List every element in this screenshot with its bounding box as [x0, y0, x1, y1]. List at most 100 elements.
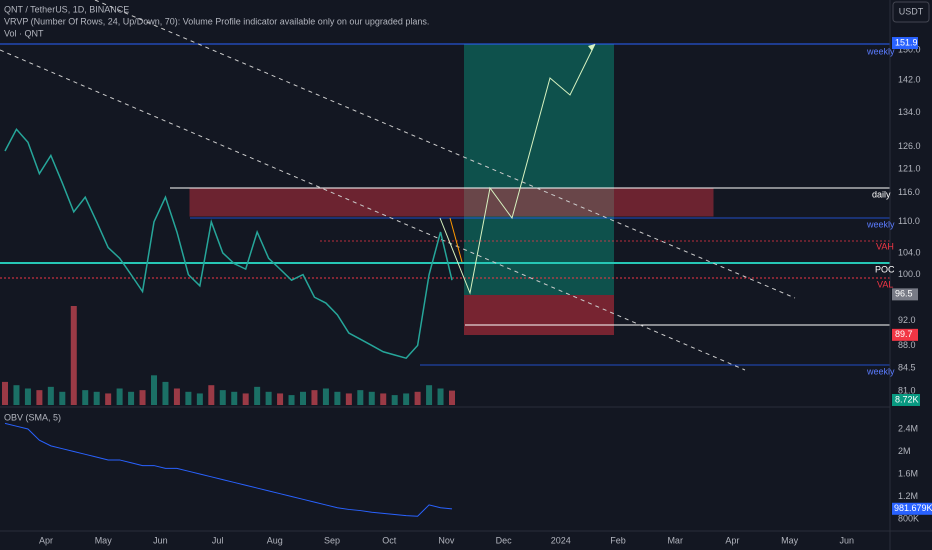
volume-bar — [47, 386, 54, 405]
time-label: Dec — [496, 535, 513, 545]
price-tick-label: 110.0 — [898, 216, 920, 226]
annotation: POC — [875, 264, 895, 274]
drawings — [0, 0, 890, 371]
price-line — [4, 127, 453, 360]
volume-bar — [265, 391, 272, 405]
currency-button[interactable] — [892, 1, 930, 23]
time-label: May — [781, 535, 799, 545]
volume-bar — [151, 375, 157, 405]
target-zone — [464, 44, 614, 295]
volume-bar — [70, 306, 77, 405]
price-tick-label: 121.0 — [898, 163, 921, 173]
time-label: Jun — [840, 535, 855, 545]
volume-bar — [311, 390, 318, 405]
volume-bar — [105, 393, 112, 405]
volume-badge — [892, 394, 920, 406]
volume-bar — [208, 385, 215, 405]
obv-tick-label: 2M — [898, 446, 911, 456]
price-badge-label: 89.7 — [895, 329, 913, 339]
annotation: weekly — [866, 366, 895, 376]
price-tick-label: 81.0 — [898, 385, 916, 395]
obv-badge-label: 981.679K — [894, 503, 932, 513]
volume-bar — [357, 390, 364, 405]
volume-bar — [288, 395, 295, 405]
volume-bar — [437, 388, 444, 405]
price-tick-label: 88.0 — [898, 340, 916, 350]
trendline — [0, 49, 746, 371]
volume-bar — [93, 391, 100, 405]
volume-bar — [403, 393, 410, 405]
annotation: VAL — [877, 279, 893, 289]
volume-bar — [254, 386, 261, 405]
time-label: Sep — [324, 535, 340, 545]
path-line — [449, 217, 463, 263]
volume-bar — [59, 391, 66, 405]
time-label: Mar — [667, 535, 683, 545]
volume-bar — [242, 393, 249, 405]
annotation: daily — [872, 189, 891, 199]
volume-bar — [82, 390, 89, 405]
arrow-head — [588, 44, 595, 51]
time-label: Jul — [212, 535, 224, 545]
volume-bar — [173, 388, 180, 405]
price-tick-label: 150.0 — [898, 44, 921, 54]
price-tick-label: 104.0 — [898, 247, 921, 257]
volume-bar — [449, 390, 455, 405]
trendline — [94, 0, 796, 299]
price-badge-label: 151.9 — [895, 37, 918, 47]
volume-bar — [139, 390, 146, 405]
price-tick-label: 92.0 — [898, 315, 916, 325]
time-label: May — [95, 535, 113, 545]
time-label: Aug — [267, 535, 283, 545]
volume-bar — [36, 390, 43, 405]
volume-bar — [277, 393, 284, 405]
currency[interactable]: USDT — [899, 6, 924, 16]
time-label: Nov — [438, 535, 455, 545]
volume-bar — [13, 385, 20, 405]
volume-bar — [380, 393, 387, 405]
volume-bar — [128, 391, 135, 405]
price-tick-label: 116.0 — [898, 187, 920, 197]
volume-bar — [414, 391, 421, 405]
volume-bar — [196, 393, 203, 405]
price-tick-label: 134.0 — [898, 107, 921, 117]
time-label: Apr — [39, 535, 53, 545]
volume-bar — [2, 381, 8, 405]
indicator: Vol · QNT — [4, 28, 44, 38]
obv-tick-label: 800K — [898, 513, 919, 523]
supply-zone — [189, 187, 714, 217]
volume-bar — [231, 391, 238, 405]
volume-bar — [116, 388, 123, 405]
time-label: Jun — [153, 535, 168, 545]
annotation: VAH — [876, 241, 894, 251]
annotation: weekly — [866, 46, 895, 56]
volume-bar — [185, 391, 192, 405]
price-badge — [892, 37, 918, 50]
annotation: weekly — [866, 219, 895, 229]
price-tick-label: 142.0 — [898, 75, 921, 85]
volume-bar — [345, 393, 352, 405]
volume-bar — [300, 391, 306, 405]
volume-bar — [24, 388, 31, 405]
volume-bar — [368, 391, 375, 405]
volume-bar — [322, 388, 329, 405]
time-label: Apr — [725, 535, 739, 545]
indicator: VRVP (Number Of Rows, 24, Up/Down, 70): … — [4, 16, 429, 26]
obv-badge — [892, 502, 932, 515]
price-badge-label: 96.5 — [895, 289, 913, 299]
stop-zone — [464, 295, 614, 335]
obv-tick-label: 1.2M — [898, 491, 918, 501]
volume-badge-label: 8.72K — [895, 394, 919, 404]
volume-bar — [162, 381, 169, 405]
time-label: Feb — [610, 535, 626, 545]
volume-bar — [426, 385, 433, 405]
projection-path — [439, 43, 596, 295]
price-badge — [892, 328, 918, 341]
volume-bar — [391, 395, 398, 405]
obv-tick-label: 2.4M — [898, 423, 918, 433]
price-tick-label: 126.0 — [898, 141, 921, 151]
time-label: 2024 — [551, 535, 571, 545]
price-badge — [892, 288, 918, 301]
obv-title: OBV (SMA, 5) — [4, 412, 61, 422]
